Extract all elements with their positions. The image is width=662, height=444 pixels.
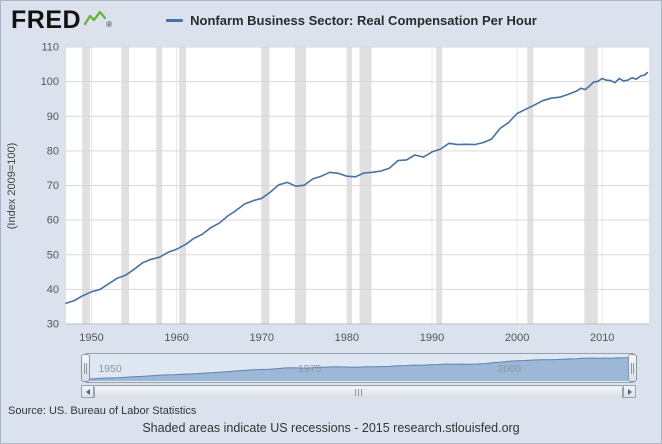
- svg-text:1975: 1975: [298, 363, 322, 375]
- navigator-scrollbar: [81, 385, 636, 398]
- thumb-grip-icon: [358, 389, 359, 396]
- main-chart[interactable]: 30 40 50 60 70 80 90 100 110 1950 1960 1970 1980 1990…: [1, 39, 662, 351]
- scrollbar-right-arrow[interactable]: [623, 385, 636, 398]
- svg-text:1980: 1980: [335, 332, 359, 344]
- svg-text:70: 70: [47, 180, 59, 192]
- svg-text:110: 110: [41, 42, 59, 54]
- chart-header: FRED ® Nonfarm Business Sector: Real Com…: [1, 1, 661, 39]
- svg-text:50: 50: [47, 249, 59, 261]
- navigator-left-handle[interactable]: [81, 354, 90, 382]
- legend-series-label: Nonfarm Business Sector: Real Compensati…: [190, 13, 537, 28]
- footnote-text: Shaded areas indicate US recessions - 20…: [142, 421, 520, 435]
- range-navigator: 1950 1975 2000: [1, 353, 661, 383]
- legend-line-swatch: [166, 19, 184, 22]
- navigator-line: [85, 356, 632, 380]
- svg-text:2000: 2000: [505, 332, 529, 344]
- svg-text:1950: 1950: [98, 363, 122, 375]
- svg-text:1990: 1990: [420, 332, 444, 344]
- fred-sparkline-icon: [84, 11, 107, 26]
- navigator-axis-labels: 1950 1975 2000: [98, 363, 521, 375]
- scrollbar-left-arrow[interactable]: [81, 385, 94, 398]
- svg-text:1950: 1950: [79, 332, 103, 344]
- scrollbar-thumb[interactable]: [94, 387, 623, 398]
- right-arrow-icon: [627, 388, 632, 395]
- svg-text:80: 80: [47, 145, 59, 157]
- navigator-right-handle[interactable]: [628, 354, 637, 382]
- series-line: [65, 71, 649, 304]
- svg-text:40: 40: [47, 284, 59, 296]
- left-arrow-icon: [85, 388, 90, 395]
- fred-logo-text: FRED: [11, 6, 82, 34]
- y-axis-labels: 30 40 50 60 70 80 90 100 110: [41, 42, 59, 331]
- source-text: Source: US. Bureau of Labor Statistics: [8, 405, 197, 417]
- svg-text:2000: 2000: [498, 363, 522, 375]
- svg-text:90: 90: [47, 111, 59, 123]
- svg-text:30: 30: [47, 319, 59, 331]
- navigator-chart[interactable]: 1950 1975 2000: [1, 353, 662, 383]
- x-axis-labels: 1950 1960 1970 1980 1990 2000 2010: [79, 332, 614, 344]
- svg-text:1970: 1970: [250, 332, 274, 344]
- fred-logo[interactable]: FRED ®: [11, 6, 112, 34]
- navigator-area: [86, 357, 633, 381]
- svg-text:2010: 2010: [590, 332, 614, 344]
- scrollbar-track[interactable]: [94, 385, 623, 398]
- y-axis-title: (Index 2009=100): [6, 143, 18, 230]
- svg-text:60: 60: [47, 215, 59, 227]
- chart-legend: Nonfarm Business Sector: Real Compensati…: [112, 13, 591, 28]
- svg-text:1960: 1960: [164, 332, 188, 344]
- registered-trademark: ®: [106, 20, 112, 29]
- svg-text:100: 100: [41, 76, 59, 88]
